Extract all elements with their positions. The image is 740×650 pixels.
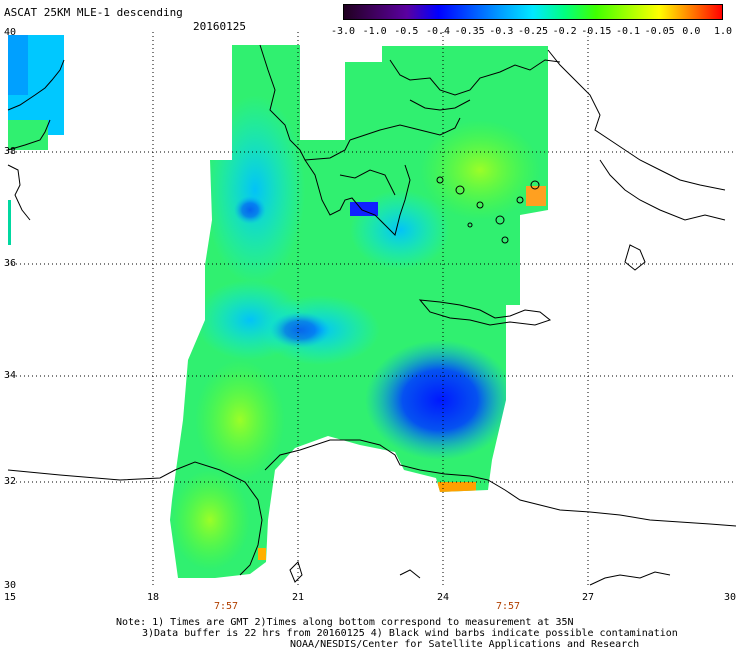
colorbar-tick-label: -0.25 [517,26,549,37]
swath-data [8,35,548,578]
lon-label-18: 18 [146,592,160,603]
lat-label-40: 40 [4,27,17,38]
lon-label-21: 21 [291,592,305,603]
colorbar-tick-label: -0.4 [425,26,451,37]
colorbar-tick-label: -0.1 [615,26,641,37]
colorbar-tick-label: -3.0 [330,26,356,37]
note-line-2: 3)Data buffer is 22 hrs from 20160125 4)… [142,628,678,639]
colorbar-tick-label: -0.35 [454,26,485,37]
lon-label-24: 24 [436,592,450,603]
lon-label-27: 27 [581,592,595,603]
map-title: ASCAT 25KM MLE-1 descending [4,6,183,19]
lat-label-34: 34 [4,370,17,381]
coastlines [7,44,737,586]
note-line-3: NOAA/NESDIS/Center for Satellite Applica… [290,639,640,650]
lon-label-15: 15 [3,592,17,603]
lon-label-30: 30 [723,592,737,603]
colorbar-tick-label: -0.5 [394,26,419,37]
lat-label-38: 38 [4,146,17,157]
colorbar [343,4,723,20]
lat-label-36: 36 [4,258,17,269]
lat-label-30: 30 [4,580,17,591]
colorbar-tick-label: -0.3 [489,26,514,37]
colorbar-tick-label: 0.0 [682,26,701,37]
colorbar-tick-label: -1.0 [362,26,387,37]
colorbar-tick-label: -0.2 [552,26,577,37]
colorbar-tick-label: 1.0 [713,26,733,37]
time-label-left: 7:57 [213,601,239,612]
note-line-1: Note: 1) Times are GMT 2)Times along bot… [116,617,574,628]
colorbar-tick-label: -0.05 [644,26,675,37]
time-label-right: 7:57 [495,601,521,612]
grid-lines [8,32,736,588]
colorbar-tick-label: -0.15 [581,26,612,37]
lat-label-32: 32 [4,476,17,487]
map-date: 20160125 [193,20,246,33]
